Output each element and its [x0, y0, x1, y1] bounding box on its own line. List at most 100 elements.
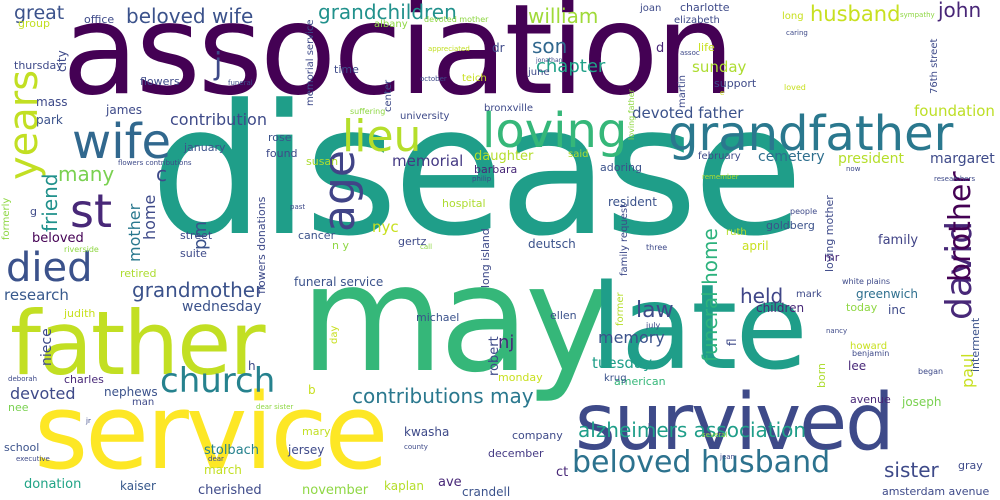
- word: john: [938, 0, 982, 22]
- word: wife: [72, 114, 172, 170]
- word: riverside: [64, 245, 99, 254]
- word: joseph: [902, 395, 942, 409]
- word: memorial: [392, 152, 464, 170]
- word: dear: [208, 455, 224, 463]
- word: support: [714, 77, 757, 90]
- word: late: [590, 258, 808, 396]
- word: d: [656, 41, 665, 56]
- word: jr: [86, 417, 91, 425]
- word: wednesday: [182, 299, 262, 315]
- word: may: [300, 233, 612, 405]
- word: lieu: [342, 111, 422, 162]
- word: memorial service: [305, 19, 316, 106]
- word: amsterdam avenue: [882, 485, 990, 498]
- word: jean: [720, 453, 735, 461]
- word: howard: [850, 341, 888, 352]
- word: judith: [64, 307, 96, 320]
- word: charlotte: [680, 1, 730, 14]
- word: october: [420, 75, 447, 83]
- word: loving: [482, 103, 628, 159]
- word: 76th street: [929, 38, 940, 94]
- word: contributions may: [352, 384, 534, 408]
- word: jersey: [288, 443, 325, 457]
- word: church: [160, 361, 276, 401]
- word: beloved: [32, 231, 84, 246]
- word: family request: [619, 203, 630, 276]
- word: fl: [725, 338, 739, 346]
- word: assoc: [680, 49, 700, 57]
- word: goldberg: [766, 219, 815, 232]
- word: foundation: [914, 102, 995, 120]
- word: grandchildren: [318, 0, 457, 24]
- word: grandfather: [668, 106, 954, 162]
- word: ellen: [550, 309, 577, 322]
- word: mary: [302, 425, 331, 438]
- word: disease: [150, 67, 804, 276]
- word: today: [846, 301, 878, 314]
- word: deutsch: [528, 237, 576, 251]
- word: november: [302, 483, 369, 498]
- word: retired: [120, 267, 157, 280]
- word: june: [528, 67, 550, 78]
- word: crandell: [462, 485, 511, 499]
- word: thursday: [14, 59, 63, 72]
- word: sympathy: [900, 11, 935, 19]
- word: avenue: [850, 393, 891, 406]
- word: president: [838, 151, 904, 167]
- word: e: [720, 89, 725, 97]
- word: niece: [39, 328, 55, 366]
- word: university: [400, 111, 450, 122]
- word: city: [55, 50, 69, 72]
- word: kaplan: [384, 479, 425, 493]
- word: dr: [492, 41, 505, 55]
- word: nephews: [104, 385, 158, 399]
- word: began: [918, 367, 944, 376]
- word: school: [4, 441, 40, 454]
- word: charles: [64, 373, 104, 386]
- word: adoring: [600, 161, 642, 174]
- word: ct: [556, 465, 569, 480]
- word: stolbach: [204, 443, 260, 458]
- word: appreciated: [428, 45, 470, 53]
- word: july: [646, 321, 661, 330]
- word: county: [404, 443, 428, 451]
- word: caring: [786, 29, 808, 37]
- word: resident: [608, 195, 657, 209]
- word: kwasha: [404, 425, 450, 439]
- word: said: [568, 149, 589, 160]
- word: nyc: [372, 218, 399, 236]
- word: interment: [969, 317, 982, 372]
- word: james: [106, 103, 143, 117]
- word: day: [329, 325, 340, 344]
- word: born: [815, 362, 828, 388]
- word: group: [18, 17, 50, 30]
- word: family: [878, 233, 919, 248]
- word: time: [334, 63, 359, 76]
- word: survived: [575, 378, 895, 468]
- word: daughter: [474, 149, 534, 164]
- word: executive: [16, 455, 50, 463]
- word: remember: [702, 173, 739, 181]
- word: research: [4, 286, 69, 304]
- word: march: [204, 463, 242, 477]
- word: barbara: [474, 163, 518, 176]
- word: father: [10, 292, 266, 395]
- word: children: [756, 301, 805, 315]
- word: n y: [332, 239, 349, 252]
- word: b: [308, 383, 316, 397]
- word: brother: [943, 171, 978, 282]
- word: law: [636, 298, 674, 323]
- word: gray: [958, 459, 983, 472]
- word: office: [84, 13, 115, 26]
- word: cemetery: [758, 149, 825, 165]
- word: donation: [24, 477, 82, 492]
- word: hospital: [442, 197, 486, 210]
- word: man: [132, 397, 155, 408]
- word: husband: [810, 2, 901, 26]
- word: nee: [8, 401, 29, 414]
- word: bronxville: [484, 103, 534, 114]
- word: three: [646, 243, 668, 252]
- word: formerly: [1, 197, 12, 240]
- word: sunday: [692, 58, 747, 76]
